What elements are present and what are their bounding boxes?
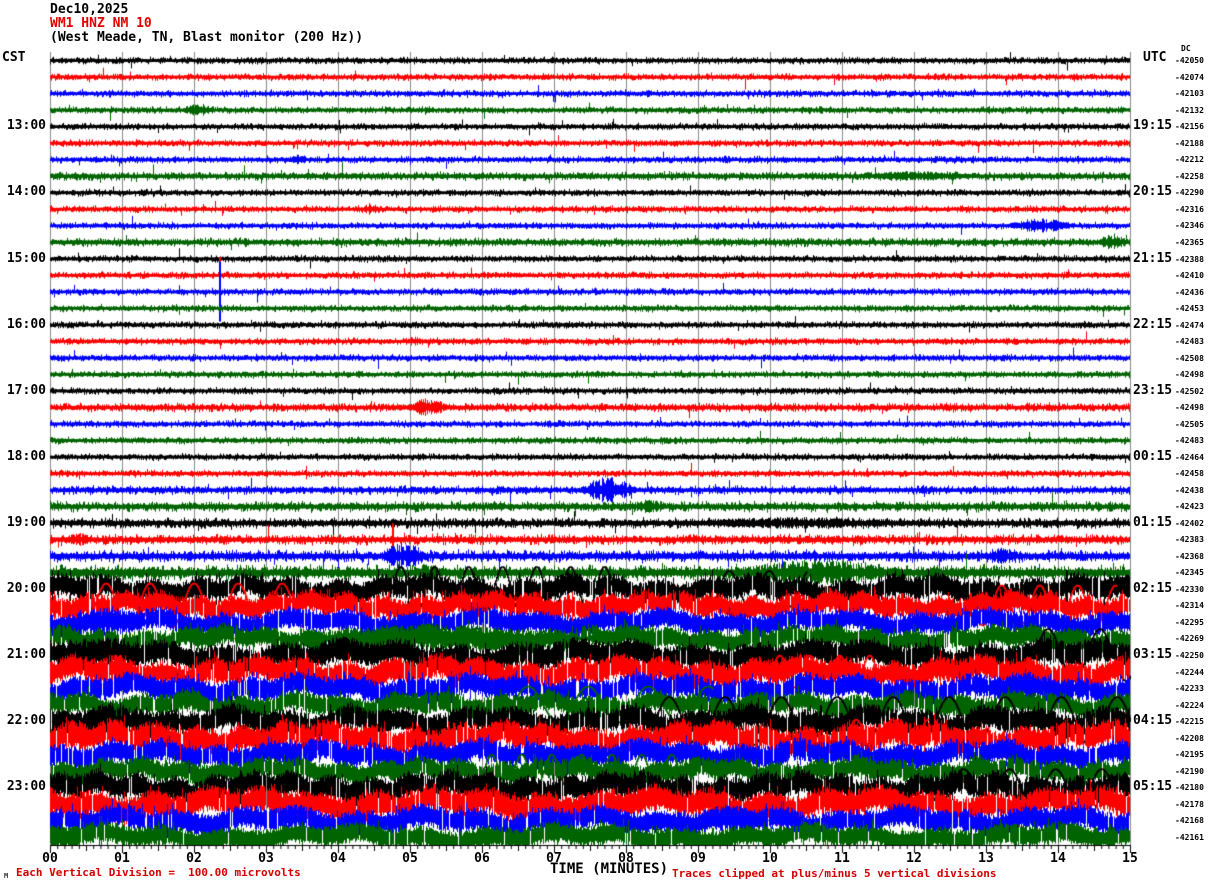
x-tick-label: 00 xyxy=(42,851,58,866)
dc-offset-value: -42233 xyxy=(1175,684,1204,694)
right-time-label: 21:15 xyxy=(1133,250,1173,266)
dc-offset-value: -42188 xyxy=(1175,138,1204,148)
x-tick-label: 07 xyxy=(546,851,562,866)
dc-offset-value: -42423 xyxy=(1175,502,1204,512)
dc-offset-value: -42180 xyxy=(1175,783,1204,793)
dc-offset-value: -42498 xyxy=(1175,403,1204,413)
dc-offset-value: -42410 xyxy=(1175,271,1204,281)
dc-offset-value: -42330 xyxy=(1175,584,1204,594)
dc-offset-value: -42250 xyxy=(1175,651,1204,660)
dc-offset-value: -42402 xyxy=(1175,518,1204,528)
dc-offset-value: -42365 xyxy=(1175,237,1204,247)
left-time-label: 18:00 xyxy=(6,448,46,464)
right-time-label: 19:15 xyxy=(1133,118,1173,134)
scale-note: Each Vertical Division = 100.00 microvol… xyxy=(16,866,301,879)
right-time-label: 05:15 xyxy=(1133,779,1173,795)
corner-mark: M xyxy=(4,872,9,880)
left-timezone-label: CST xyxy=(2,50,26,65)
dc-offset-value: -42156 xyxy=(1175,122,1204,132)
x-tick-label: 04 xyxy=(330,851,346,866)
dc-offset-value: -42502 xyxy=(1175,386,1204,396)
dc-column-label: DC xyxy=(1181,44,1191,53)
dc-offset-value: -42438 xyxy=(1175,485,1204,495)
left-time-label: 19:00 xyxy=(6,514,46,530)
x-tick-label: 12 xyxy=(906,851,922,866)
right-time-label: 20:15 xyxy=(1133,184,1173,200)
title-block: Dec10,2025 WM1 HNZ NM 10 (West Meade, TN… xyxy=(50,3,363,45)
dc-offset-value: -42258 xyxy=(1175,171,1204,181)
dc-offset-value: -42346 xyxy=(1175,221,1204,231)
dc-offset-value: -42195 xyxy=(1175,750,1204,760)
dc-offset-value: -42483 xyxy=(1175,337,1204,347)
left-time-label: 14:00 xyxy=(6,184,46,200)
left-time-label: 21:00 xyxy=(6,647,46,662)
dc-offset-value: -42215 xyxy=(1175,717,1204,727)
dc-offset-value: -42269 xyxy=(1175,634,1204,644)
dc-offset-value: -42505 xyxy=(1175,419,1204,429)
x-tick-label: 11 xyxy=(834,851,850,866)
station-code: WM1 HNZ NM 10 xyxy=(50,16,152,31)
dc-offset-value: -42458 xyxy=(1175,469,1204,479)
x-tick-label: 01 xyxy=(114,851,130,866)
x-tick-label: 05 xyxy=(402,851,418,866)
dc-offset-value: -42368 xyxy=(1175,551,1204,561)
dc-offset-value: -42208 xyxy=(1175,733,1204,743)
dc-offset-value: -42168 xyxy=(1175,816,1204,826)
x-tick-label: 15 xyxy=(1122,851,1138,866)
right-time-label: 23:15 xyxy=(1133,382,1173,398)
dc-offset-value: -42464 xyxy=(1175,452,1204,462)
x-tick-label: 08 xyxy=(618,851,634,866)
right-timezone-label: UTC xyxy=(1143,50,1167,65)
dc-offset-value: -42161 xyxy=(1175,832,1204,842)
x-tick-label: 02 xyxy=(186,851,202,866)
dc-offset-value: -42474 xyxy=(1175,320,1204,330)
dc-offset-value: -42132 xyxy=(1175,105,1204,115)
left-time-label: 17:00 xyxy=(6,382,46,398)
x-tick-label: 03 xyxy=(258,851,274,866)
left-time-label: 13:00 xyxy=(6,118,46,134)
x-tick-label: 10 xyxy=(762,851,778,866)
dc-offset-value: -42314 xyxy=(1175,601,1204,611)
dc-offset-value: -42388 xyxy=(1175,254,1204,264)
dc-offset-value: -42050 xyxy=(1175,56,1204,66)
left-time-label: 22:00 xyxy=(6,713,46,729)
left-time-label: 23:00 xyxy=(6,779,46,795)
right-time-label: 00:15 xyxy=(1133,448,1173,464)
left-time-label: 16:00 xyxy=(6,316,46,332)
right-time-label: 04:15 xyxy=(1133,713,1173,729)
dc-offset-value: -42508 xyxy=(1175,353,1204,363)
dc-offset-value: -42483 xyxy=(1175,436,1204,446)
dc-offset-value: -42316 xyxy=(1175,204,1204,214)
clip-note: Traces clipped at plus/minus 5 vertical … xyxy=(672,867,997,880)
left-time-label: 15:00 xyxy=(6,250,46,266)
dc-offset-value: -42244 xyxy=(1175,667,1204,677)
dc-offset-value: -42436 xyxy=(1175,287,1204,297)
dc-offset-value: -42383 xyxy=(1175,535,1204,545)
dc-offset-value: -42290 xyxy=(1175,188,1204,198)
x-tick-label: 06 xyxy=(474,851,490,866)
left-time-label: 20:00 xyxy=(6,580,46,596)
dc-offset-value: -42498 xyxy=(1175,370,1204,380)
right-time-label: 01:15 xyxy=(1133,514,1173,530)
dc-offset-value: -42453 xyxy=(1175,304,1204,314)
dc-offset-value: -42190 xyxy=(1175,766,1204,776)
x-axis-title: TIME (MINUTES) xyxy=(550,861,669,877)
right-time-label: 22:15 xyxy=(1133,316,1173,332)
x-tick-label: 09 xyxy=(690,851,706,866)
right-time-label: 02:15 xyxy=(1133,580,1173,596)
x-tick-label: 13 xyxy=(978,851,994,866)
dc-offset-value: -42295 xyxy=(1175,617,1204,627)
dc-offset-value: -42212 xyxy=(1175,155,1204,165)
dc-offset-value: -42178 xyxy=(1175,799,1204,809)
record-date: Dec10,2025 xyxy=(50,2,129,17)
right-time-label: 03:15 xyxy=(1133,647,1173,662)
dc-offset-value: -42103 xyxy=(1175,89,1204,99)
dc-offset-value: -42224 xyxy=(1175,700,1204,710)
dc-offset-value: -42074 xyxy=(1175,72,1204,82)
dc-offset-value: -42345 xyxy=(1175,568,1204,578)
x-tick-label: 14 xyxy=(1050,851,1066,866)
station-description: (West Meade, TN, Blast monitor (200 Hz)) xyxy=(50,30,364,45)
